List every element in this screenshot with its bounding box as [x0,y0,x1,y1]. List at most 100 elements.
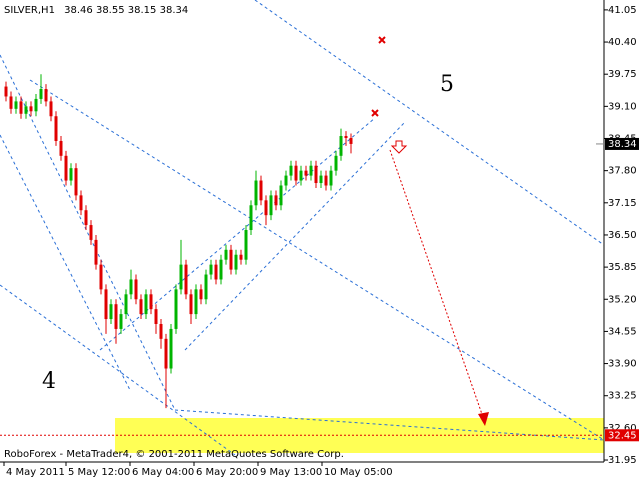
x-tick-label: 4 May 2011 [6,467,65,478]
candle-body [4,86,8,97]
candle-body [224,249,228,260]
price-label: 38.34 [608,139,637,150]
candle-body [89,225,93,240]
target-box [605,429,639,442]
x-tick-label: 10 May 05:00 [324,467,393,478]
candle-body [199,289,203,300]
candle-body [304,170,308,176]
y-tick-label: 35.85 [608,262,637,273]
y-tick-label: 35.20 [608,294,637,305]
candle-body [74,168,78,196]
candle-body [299,170,303,181]
candle-body [284,175,288,186]
candle-body [194,289,198,315]
candle-body [234,254,238,270]
candle-body [39,89,43,99]
arrow-head [478,412,489,426]
footer: RoboForex - MetaTrader4, © 2001-2011 Met… [4,449,344,460]
y-tick-label: 33.25 [608,391,637,402]
cross-mark [371,36,386,117]
chart-title: SILVER,H1 38.46 38.55 38.15 38.34 [4,5,188,16]
candle-body [189,294,193,315]
y-tick-label: 36.50 [608,230,637,241]
candle-body [129,279,133,295]
candle-body [319,175,323,184]
candle-body [254,180,258,206]
x-tick-label: 6 May 04:00 [132,467,194,478]
candle-body [9,96,13,109]
y-tick-label: 34.55 [608,326,637,337]
trend-line [0,284,236,456]
ohlc-open: 38.46 [64,5,93,16]
candle-body [164,338,168,369]
candle-body [179,264,183,290]
candle-body [64,155,68,181]
trend-line [29,79,605,441]
candle-body [104,289,108,320]
candle-body [139,299,143,315]
candle-body [289,165,293,176]
wave-label: 5 [440,72,454,97]
candle-body [24,106,28,114]
x-tick-label: 9 May 13:00 [260,467,322,478]
candle-body [49,101,53,117]
candle-body [219,259,223,280]
y-tick-label: 39.75 [608,69,637,80]
candle-body [114,304,118,329]
candle-body [54,116,58,141]
candle-body [149,294,153,310]
candle-body [314,165,318,184]
candle-body [29,106,33,112]
y-tick-label: 41.05 [608,5,637,16]
candle-body [264,200,268,216]
candle-body [124,294,128,315]
wave-label: 4 [42,369,56,394]
candle-body [204,274,208,300]
symbol: SILVER,H1 [4,5,55,16]
candle-body [279,185,283,206]
candle-body [344,136,348,139]
candle-body [109,304,113,320]
y-tick-label: 32.60 [608,423,637,434]
candle-body [274,195,278,206]
candle-body [339,136,343,156]
x-tick-label: 5 May 12:00 [68,467,130,478]
candle-body [14,101,18,109]
candle-body [214,264,218,280]
candle-body [294,165,298,181]
y-tick-label: 31.95 [608,455,637,466]
y-tick-label: 39.10 [608,101,637,112]
y-tick-label: 33.90 [608,359,637,370]
trend-line [254,0,605,246]
candle-body [69,168,73,181]
candle-body [119,314,123,329]
candle-body [329,170,333,186]
down-arrow [390,140,408,154]
candle-body [169,328,173,369]
candle-body [59,140,63,156]
candle-body [349,138,353,144]
candle-body [209,264,213,275]
y-tick-label: 37.80 [608,166,637,177]
ohlc-high: 38.55 [96,5,125,16]
candle-body [144,294,148,315]
candle-body [309,165,313,176]
x-tick-label: 6 May 20:00 [196,467,258,478]
y-tick-label: 40.40 [608,37,637,48]
candle-body [154,309,158,324]
ohlc-close: 38.34 [160,5,189,16]
candle-body [19,101,23,114]
candle-body [34,98,38,112]
ohlc-low: 38.15 [128,5,157,16]
candle-body [84,210,88,226]
candle-body [174,289,178,329]
candle-body [159,323,163,339]
candle-body [259,180,263,201]
candle-body [94,239,98,265]
trend-line [184,121,406,351]
candle-body [239,254,243,260]
forecast-arrow [389,149,485,421]
candle-body [44,89,48,102]
